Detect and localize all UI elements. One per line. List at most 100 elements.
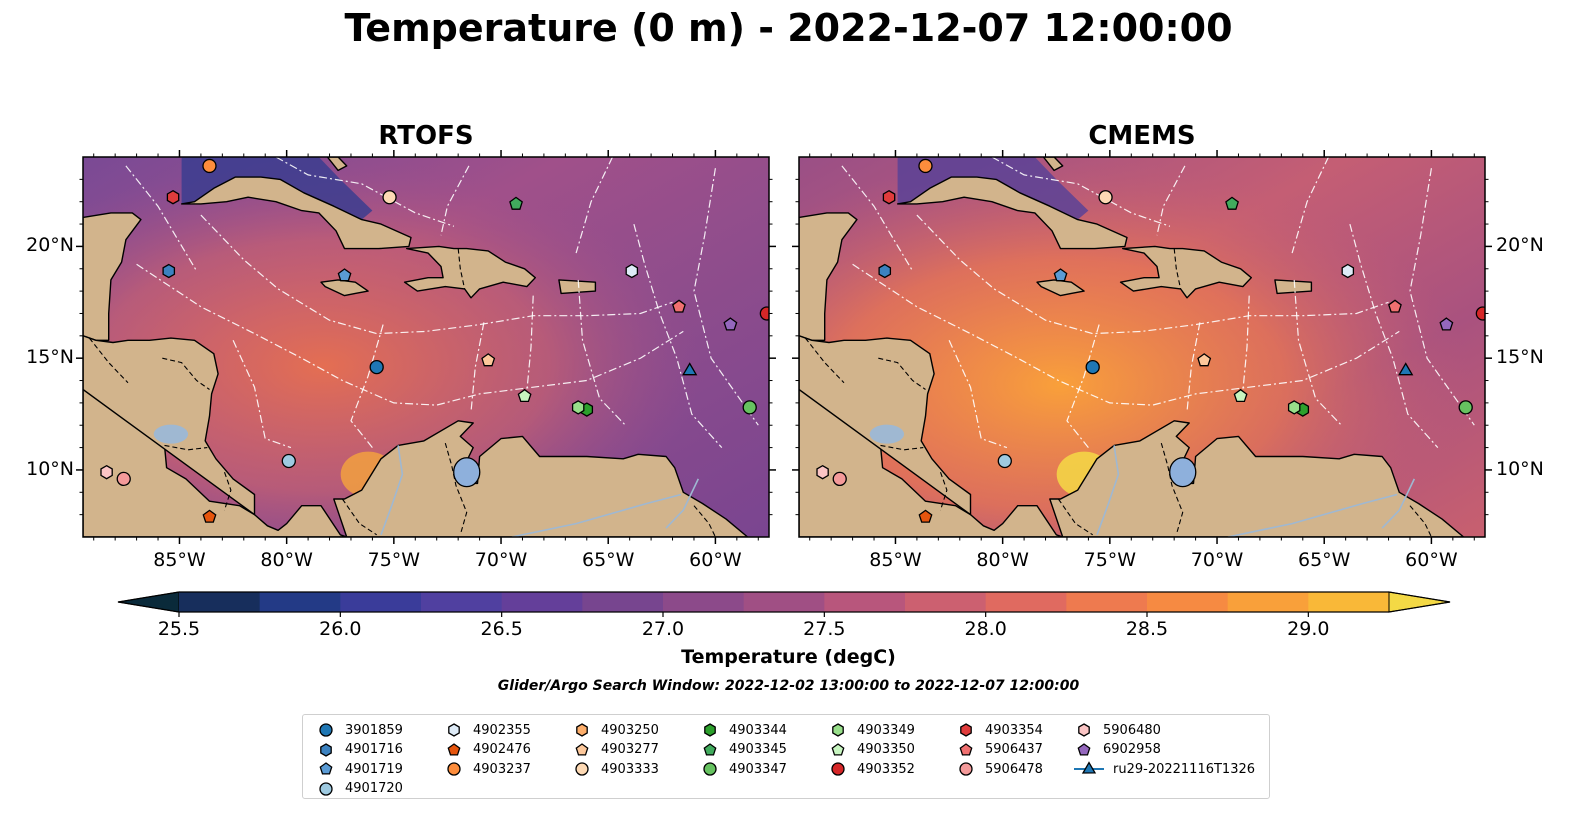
legend-item: 6902958 [1073,740,1161,760]
panel-title-rtofs: RTOFS [378,121,474,151]
legend-label: 4903344 [729,722,787,738]
legend-item: 4903344 [699,720,787,740]
legend-item: 5906478 [955,759,1043,779]
marker-3901859 [369,359,384,375]
legend-marker [703,762,717,776]
marker-4901719 [337,268,352,282]
eez-boundary [1156,165,1186,236]
legend-label: 4901716 [345,742,403,757]
legend-pentagon-marker [447,742,461,756]
puerto-rico-land [1274,279,1313,295]
legend-label: 4903250 [601,722,659,738]
marker-5906480 [816,464,829,480]
marker-4903333 [1098,190,1113,205]
marker-5906437 [1388,299,1402,313]
legend-label: 3901859 [345,722,403,738]
eez-boundary [350,324,384,448]
legend-circle-marker [831,762,845,776]
marker-4903349 [1287,400,1301,415]
river [511,493,682,537]
colorbar-segment [501,592,583,612]
eez-boundary [440,165,470,236]
marker-4903350 [1233,388,1248,403]
marker-4903354 [166,189,180,205]
yucatan-land [83,212,142,341]
legend-pentagon-marker [319,762,333,775]
marker-4903347 [742,400,757,415]
legend-pentagon-marker [959,742,973,756]
country-border [88,337,129,384]
colorbar-segment [905,592,987,612]
north-cool-water [897,157,1089,220]
marker-4903350 [517,388,532,403]
legend-item: 4903237 [443,759,531,779]
legend-label: 4903333 [601,761,659,777]
legend-marker [319,723,333,737]
colorbar [117,591,1451,617]
colorbar-max-extend [1388,591,1451,613]
river [1381,478,1416,529]
legend-marker [575,762,589,776]
marker-6902958 [723,317,738,331]
legend-item: 4901716 [315,740,403,760]
legend-marker [447,742,461,756]
marker-4901716 [878,263,892,279]
legend-marker [320,742,332,757]
legend-hexagon-marker [448,723,460,737]
eez-boundary [575,157,614,254]
legend-label: 4903237 [473,761,531,777]
eez-boundary [125,165,198,272]
legend-marker [831,762,845,776]
legend-hexagon-marker [960,723,972,737]
eez-boundary [1291,157,1330,254]
lat-tick-label: 20°N [1496,234,1544,257]
legend-circle-marker [447,762,461,776]
country-border [162,357,210,390]
marker-6902958 [1439,317,1454,331]
country-border [880,444,924,451]
colorbar-tick-label: 26.0 [319,618,362,640]
river [1096,445,1120,536]
legend-item: 5906480 [1073,720,1161,740]
country-border [1160,442,1184,535]
legend-item: 4903345 [699,740,787,760]
legend-label: 4903277 [601,742,659,757]
eez-boundary [200,214,673,335]
map-panel-rtofs [76,150,776,544]
lat-tick-label: 15°N [26,346,74,369]
country-border [1409,505,1432,537]
marker-4902355 [625,263,639,279]
marker-4903345 [1225,196,1239,210]
legend-marker [1078,723,1090,737]
marker-4903237 [918,158,933,174]
colorbar-segment [1227,592,1309,612]
legend-marker [319,762,333,775]
legend-marker [447,762,461,776]
legend-marker [959,762,973,776]
marker-4903237 [202,158,217,174]
lake-nicaragua [869,424,905,444]
lon-tick-label: 65°W [1297,549,1351,571]
colorbar-segment [985,592,1067,612]
eez-boundary [232,340,292,449]
marker-ru29-20221116T1326 [1398,362,1414,376]
legend-label: 4901720 [345,781,403,796]
legend-item: 4903350 [827,740,915,760]
marker-4903352 [759,306,769,321]
legend-item: 3901859 [315,720,403,740]
legend: 3901859 4901716 4901719 4901720 4902355 49024… [302,714,1270,799]
marker-4903333 [382,190,397,205]
marker-4901720 [281,453,296,469]
legend-label: 4903345 [729,742,787,757]
colorbar-tick-label: 27.5 [803,618,846,640]
colorbar-min-extend [117,591,180,613]
country-border [939,472,948,511]
lake-maracaibo [453,457,481,488]
legend-marker [704,723,716,737]
bahamas-land [1042,157,1064,172]
country-border [878,357,926,390]
country-border [1173,248,1182,290]
figure-title: Temperature (0 m) - 2022-12-07 12:00:00 [344,6,1233,50]
marker-4901716 [162,263,176,279]
